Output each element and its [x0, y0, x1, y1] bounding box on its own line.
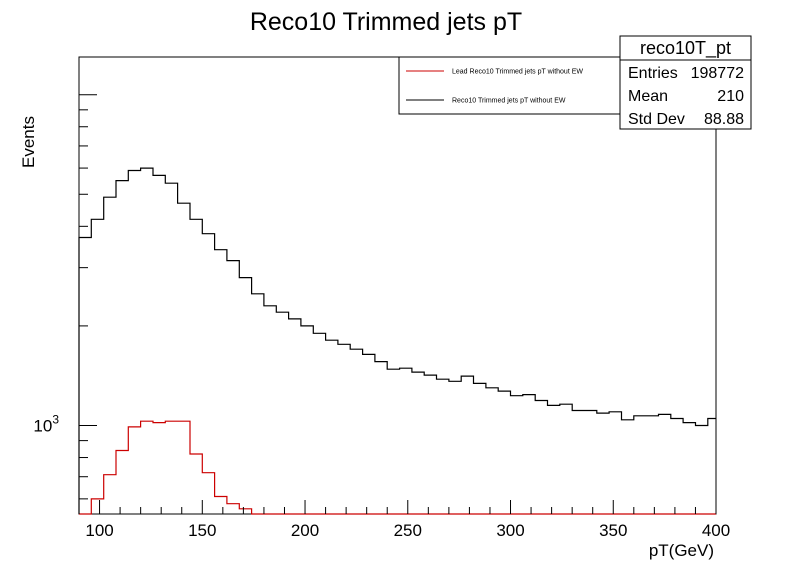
- legend-box: [398, 56, 622, 115]
- legend: Lead Reco10 Trimmed jets pT without EW R…: [398, 56, 622, 115]
- x-tick-label: 100: [85, 521, 113, 540]
- legend-label-lead: Lead Reco10 Trimmed jets pT without EW: [452, 69, 583, 76]
- stats-mean-value: 210: [717, 88, 744, 105]
- histogram-layer: [78, 167, 716, 515]
- stats-mean-label: Mean: [628, 88, 668, 105]
- chart-title: Reco10 Trimmed jets pT: [250, 8, 522, 36]
- series-line-0: [79, 420, 716, 515]
- x-tick-label: 300: [496, 521, 524, 540]
- x-tick-label: 400: [702, 521, 730, 540]
- stats-box: reco10T_pt Entries 198772 Mean 210 Std D…: [619, 35, 752, 130]
- x-tick-label: 200: [291, 521, 319, 540]
- stats-entries-value: 198772: [691, 65, 744, 82]
- series-line-1: [78, 167, 716, 514]
- y-tick-exponent: 3: [52, 412, 59, 426]
- stats-entries-label: Entries: [628, 65, 678, 82]
- stats-title: reco10T_pt: [640, 38, 731, 59]
- x-tick-label: 350: [599, 521, 627, 540]
- legend-label-all: Reco10 Trimmed jets pT without EW: [452, 98, 566, 105]
- stats-stddev-value: 88.88: [704, 111, 744, 128]
- y-axis-label: Events: [19, 116, 38, 168]
- x-axis-label: pT(GeV): [649, 541, 714, 560]
- x-tick-label: 150: [188, 521, 216, 540]
- stats-stddev-label: Std Dev: [628, 111, 685, 128]
- stats-box-frame: [619, 35, 752, 130]
- x-axis-ticks: 100 150 200 250 300 350 400: [78, 500, 730, 540]
- x-tick-label: 250: [394, 521, 422, 540]
